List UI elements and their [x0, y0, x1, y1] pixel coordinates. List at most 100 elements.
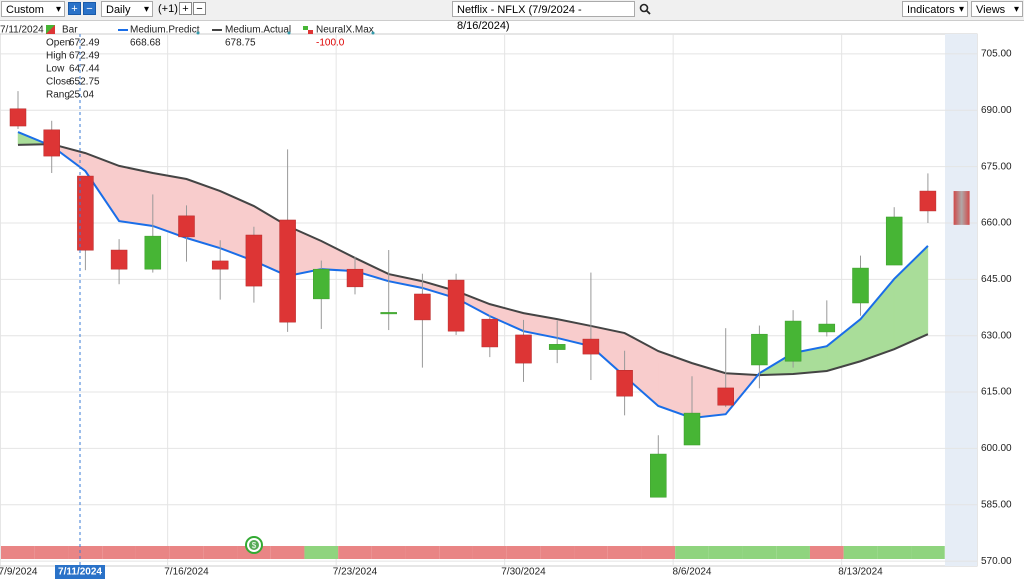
- candle-body: [414, 293, 431, 321]
- candle-body: [110, 249, 128, 270]
- x-tick-label: 7/23/2024: [333, 567, 378, 578]
- candle-body: [9, 108, 27, 127]
- bar-icon: [46, 25, 55, 34]
- candle-body: [852, 267, 869, 304]
- candle-body: [144, 235, 162, 270]
- signal-segment: [776, 546, 810, 559]
- legend-label: Medium.Actual: [225, 25, 291, 36]
- search-icon[interactable]: [639, 3, 651, 15]
- signal-segment: [439, 546, 473, 559]
- signal-segment: [169, 546, 204, 559]
- legend: Medium.Predict 668.68 Medium.Actual 678.…: [118, 25, 375, 49]
- candle-body: [481, 318, 499, 348]
- candle-body: [548, 344, 566, 350]
- candle-body: [279, 219, 296, 323]
- signal-segment: [574, 546, 608, 559]
- legend-value: -100.0: [316, 38, 345, 49]
- candle-body: [515, 334, 532, 364]
- symbol-title[interactable]: Netflix - NFLX (7/9/2024 - 8/16/2024): [452, 1, 635, 32]
- y-tick-label: 645.00: [981, 274, 1012, 285]
- info-panel: 7/11/2024 Bar: [0, 25, 78, 36]
- spread-fill: [118, 165, 154, 227]
- signal-segment: [102, 546, 136, 559]
- y-tick-label: 675.00: [981, 161, 1012, 172]
- offset-minus[interactable]: −: [193, 2, 206, 15]
- candle-body: [885, 216, 903, 266]
- signal-segment: [68, 546, 103, 559]
- info-label: Open: [46, 38, 70, 49]
- info-value: 25.04: [69, 90, 94, 101]
- legend-value: 678.75: [225, 38, 256, 49]
- x-tick-label: 8/6/2024: [673, 567, 712, 578]
- info-label: Low: [46, 64, 65, 75]
- signal-segment: [877, 546, 912, 559]
- x-tick-label: 8/13/2024: [838, 567, 883, 578]
- y-tick-label: 615.00: [981, 387, 1012, 398]
- signal-segment: [708, 546, 743, 559]
- legend-label: NeuralX.Max: [316, 25, 374, 36]
- signal-segment: [34, 546, 69, 559]
- info-label: High: [46, 51, 67, 62]
- crosshair-label: 7/11/2024: [58, 567, 102, 578]
- candle-body: [313, 268, 330, 300]
- candle-body: [447, 279, 465, 332]
- info-date: 7/11/2024: [0, 25, 44, 36]
- y-tick-label: 630.00: [981, 330, 1012, 341]
- candle-body: [717, 387, 734, 406]
- signal-segment: [405, 546, 440, 559]
- candle-body: [751, 333, 768, 366]
- indicators-menu[interactable]: Indicators: [902, 1, 968, 18]
- range-select[interactable]: Custom: [1, 1, 65, 18]
- signal-segment: [809, 546, 844, 559]
- signal-segment: [304, 546, 339, 559]
- signal-segment: [472, 546, 507, 559]
- series-line: [17, 131, 929, 419]
- legend-value: 668.68: [130, 38, 161, 49]
- y-tick-label: 570.00: [981, 556, 1012, 567]
- y-tick-label: 585.00: [981, 499, 1012, 510]
- signal-segment: [641, 546, 676, 559]
- offset-plus[interactable]: +: [179, 2, 192, 15]
- legend-dot: [287, 31, 291, 35]
- zoom-in[interactable]: +: [68, 2, 81, 15]
- signal-segment: [843, 546, 878, 559]
- interval-select[interactable]: Daily: [101, 1, 153, 18]
- signal-segment: [203, 546, 238, 559]
- candle-body: [582, 338, 600, 355]
- info-label: Close: [46, 77, 72, 88]
- svg-text:$: $: [252, 541, 257, 550]
- x-tick-label: 7/16/2024: [164, 567, 209, 578]
- info-bar: Bar: [62, 25, 78, 36]
- toolbar: Custom + − Daily (+1) + − Netflix - NFLX…: [0, 0, 1024, 32]
- chart: 570.00 585.00 600.00 615.00 630.00 645.00 660.…: [0, 25, 1012, 579]
- offset: (+1): [158, 3, 178, 15]
- candle-body: [346, 268, 364, 288]
- candle-body: [650, 453, 667, 498]
- info-value: 647.44: [69, 64, 100, 75]
- candle-body: [178, 215, 195, 238]
- candle-body: [211, 260, 229, 270]
- candle-body: [380, 312, 397, 315]
- candle-body: [616, 370, 633, 397]
- views-menu[interactable]: Views: [971, 1, 1023, 18]
- candle-body: [919, 190, 937, 212]
- signal-segment: [540, 546, 575, 559]
- signal-segment: [506, 546, 541, 559]
- legend-swatch: [303, 26, 308, 30]
- x-tick-label: 7/9/2024: [0, 567, 38, 578]
- zoom-out[interactable]: −: [83, 2, 96, 15]
- candle-body: [43, 129, 60, 157]
- candle-body: [683, 412, 701, 446]
- legend-swatch: [308, 30, 313, 34]
- forecast-bar: [953, 191, 970, 225]
- info-label: Rang: [46, 90, 70, 101]
- signal-segment: [742, 546, 777, 559]
- candle-body: [818, 323, 836, 333]
- dollar-icon: $: [245, 536, 263, 554]
- crosshair-label-bg: [55, 565, 105, 579]
- y-tick-label: 660.00: [981, 218, 1012, 229]
- y-tick-label: 690.00: [981, 105, 1012, 116]
- legend-dot: [371, 31, 375, 35]
- forecast-zone: [945, 34, 977, 566]
